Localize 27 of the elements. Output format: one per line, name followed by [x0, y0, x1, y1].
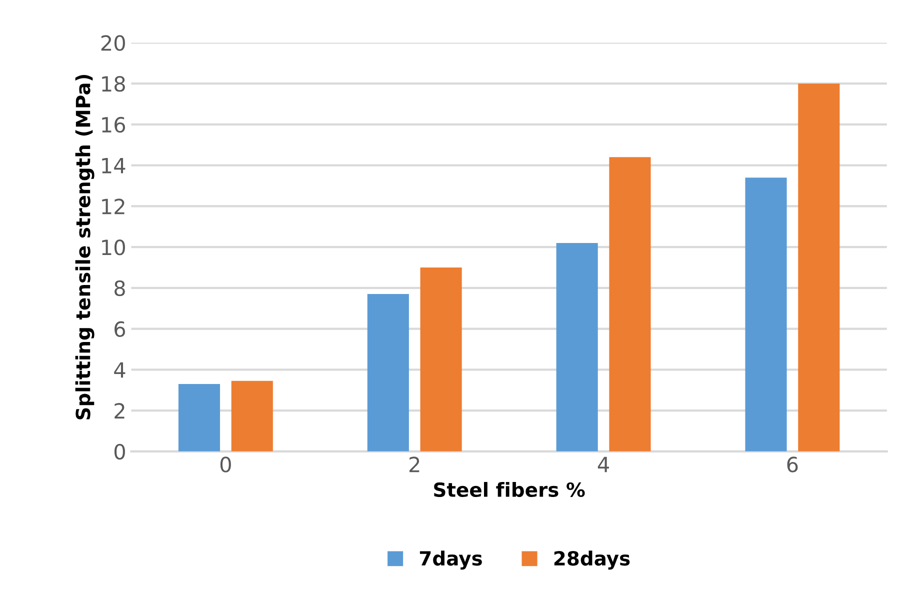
bar — [367, 294, 409, 452]
y-tick-label: 18 — [102, 76, 125, 92]
legend-label: 7days — [420, 550, 482, 570]
y-axis-title: Splitting tensile strength (MPa) — [75, 74, 94, 420]
y-tick-label: 16 — [102, 116, 126, 133]
y-tick-label: 0 — [114, 444, 125, 460]
y-tick-label: 6 — [114, 321, 126, 337]
y-tick-label: 14 — [102, 158, 126, 174]
y-tick-label: 8 — [114, 280, 125, 296]
y-tick-label: 10 — [102, 240, 125, 256]
bar — [798, 84, 840, 452]
bar — [609, 157, 651, 452]
x-tick-label: 0 — [220, 456, 231, 472]
bar — [420, 267, 462, 452]
x-tick-label: 4 — [598, 456, 609, 472]
y-tick-label: 2 — [114, 402, 124, 418]
bar — [231, 380, 273, 452]
bar — [556, 242, 598, 452]
y-tick-label: 4 — [114, 362, 126, 378]
y-tick-label: 12 — [102, 198, 124, 214]
bar — [745, 178, 787, 452]
x-axis-title: Steel fibers % — [434, 482, 585, 498]
x-tick-label: 2 — [410, 456, 420, 472]
x-tick-label: 6 — [787, 456, 798, 472]
bar — [178, 384, 220, 452]
y-tick-label: 20 — [101, 35, 125, 51]
legend-label: 28days — [554, 550, 630, 570]
